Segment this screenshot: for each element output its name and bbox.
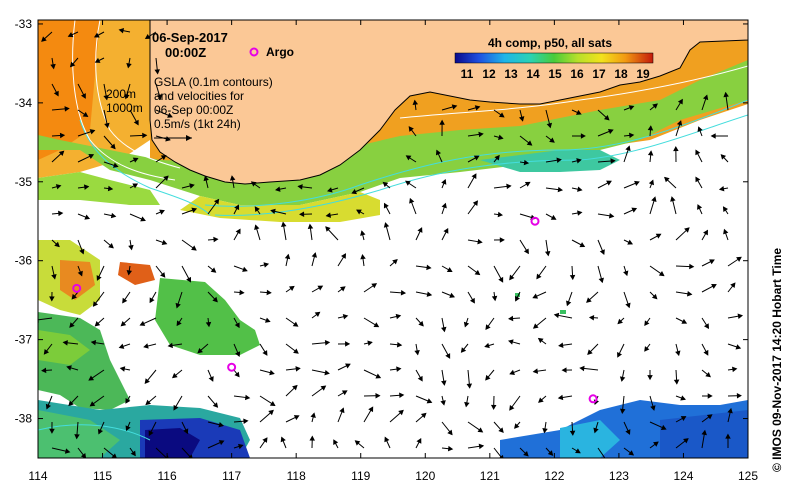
x-tick-label: 114 — [28, 469, 47, 483]
y-tick-label: -33 — [15, 17, 33, 31]
x-tick-label: 123 — [609, 469, 629, 483]
colorbar-tick-label: 17 — [592, 67, 606, 81]
map-date: 06-Sep-2017 — [152, 30, 228, 45]
colorbar-tick-label: 15 — [548, 67, 562, 81]
colorbar-tick-label: 14 — [526, 67, 540, 81]
y-tick-label: -37 — [15, 333, 33, 347]
x-tick-label: 125 — [738, 469, 758, 483]
x-tick-label: 121 — [480, 469, 500, 483]
argo-legend-label: Argo — [266, 45, 294, 59]
gsla-line-2: and velocities for — [154, 89, 244, 103]
x-tick-label: 122 — [544, 469, 564, 483]
colorbar-tick-label: 19 — [636, 67, 650, 81]
x-tick-label: 118 — [287, 469, 306, 483]
colorbar-tick-label: 13 — [504, 67, 518, 81]
gsla-line-1: GSLA (0.1m contours) — [154, 75, 273, 89]
y-tick-label: -34 — [15, 96, 33, 110]
colorbar-tick-label: 18 — [614, 67, 628, 81]
map-time: 00:00Z — [165, 45, 206, 60]
colorbar-tick-label: 11 — [461, 67, 474, 81]
x-tick-label: 119 — [351, 469, 370, 483]
colorbar-tick-label: 12 — [482, 67, 496, 81]
colorbar-ticks: 11 12 13 14 15 16 17 18 19 — [461, 67, 650, 81]
x-tick-label: 115 — [93, 469, 112, 483]
gsla-line-3: 06-Sep 00:00Z — [154, 103, 233, 117]
colorbar-title: 4h comp, p50, all sats — [488, 36, 612, 50]
isobath-200m-label: 200m — [106, 87, 136, 101]
x-tick-label: 120 — [415, 469, 435, 483]
velocity-arrow-head — [604, 458, 608, 462]
credit-text: © IMOS 09-Nov-2017 14:20 Hobart Time — [770, 248, 784, 472]
x-tick-label: 117 — [222, 469, 241, 483]
isobath-1000m-label: 1000m — [106, 101, 143, 115]
y-tick-label: -35 — [15, 175, 33, 189]
gsla-line-4: 0.5m/s (1kt 24h) — [154, 117, 241, 131]
x-tick-label: 124 — [673, 469, 693, 483]
y-tick-label: -38 — [15, 412, 33, 426]
colorbar-tick-label: 16 — [570, 67, 584, 81]
colorbar-gradient — [455, 53, 653, 63]
y-tick-label: -36 — [15, 254, 33, 268]
x-tick-label: 116 — [158, 469, 177, 483]
